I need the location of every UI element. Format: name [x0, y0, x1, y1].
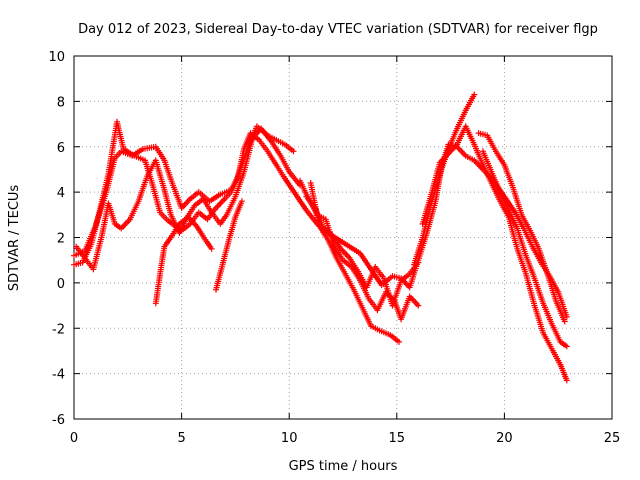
- data-point-markers: [307, 180, 402, 345]
- series-track-9: [411, 91, 478, 268]
- series-track-11: [475, 130, 568, 325]
- series-track-8: [303, 193, 422, 309]
- y-tick-label: 4: [57, 186, 65, 201]
- data-point-markers: [71, 118, 297, 268]
- chart-title: Day 012 of 2023, Sidereal Day-to-day VTE…: [78, 22, 598, 37]
- grid-lines: [74, 56, 612, 419]
- y-tick-label: 2: [57, 232, 65, 247]
- y-tick-label: 0: [57, 277, 65, 292]
- y-tick-label: -4: [52, 368, 65, 383]
- series-track-10: [419, 123, 570, 384]
- data-point-markers: [303, 193, 422, 309]
- y-tick-label: 10: [48, 50, 65, 65]
- axis-ticks: [73, 55, 613, 420]
- data-point-markers: [419, 123, 570, 384]
- x-tick-label: 0: [70, 431, 78, 446]
- x-tick-label: 10: [281, 431, 298, 446]
- data-point-markers: [152, 214, 215, 307]
- y-tick-label: -6: [52, 413, 65, 428]
- series-track-12: [479, 148, 570, 350]
- x-tick-label: 20: [496, 431, 513, 446]
- x-tick-label: 25: [604, 431, 621, 446]
- data-point-markers: [73, 125, 303, 273]
- x-tick-label: 5: [177, 431, 185, 446]
- x-tick-label: 15: [389, 431, 406, 446]
- data-point-markers: [479, 148, 570, 350]
- data-point-markers: [213, 198, 245, 293]
- data-point-markers: [475, 130, 568, 325]
- y-tick-label: 8: [57, 95, 65, 110]
- series-track-4: [152, 214, 215, 307]
- series-track-7: [307, 180, 402, 345]
- data-points: [71, 91, 570, 384]
- x-tick-labels: 0 5 10 15 20 25: [70, 431, 620, 446]
- y-tick-label: 6: [57, 141, 65, 156]
- series-track-3: [73, 125, 303, 273]
- x-axis-label: GPS time / hours: [289, 459, 398, 474]
- series-track-5: [213, 198, 245, 293]
- y-tick-label: -2: [52, 322, 65, 337]
- data-point-markers: [411, 91, 478, 268]
- y-tick-labels: -6 -4 -2 0 2 4 6 8 10: [48, 50, 65, 428]
- series-track-2: [71, 118, 297, 268]
- y-axis-label: SDTVAR / TECUs: [7, 185, 22, 292]
